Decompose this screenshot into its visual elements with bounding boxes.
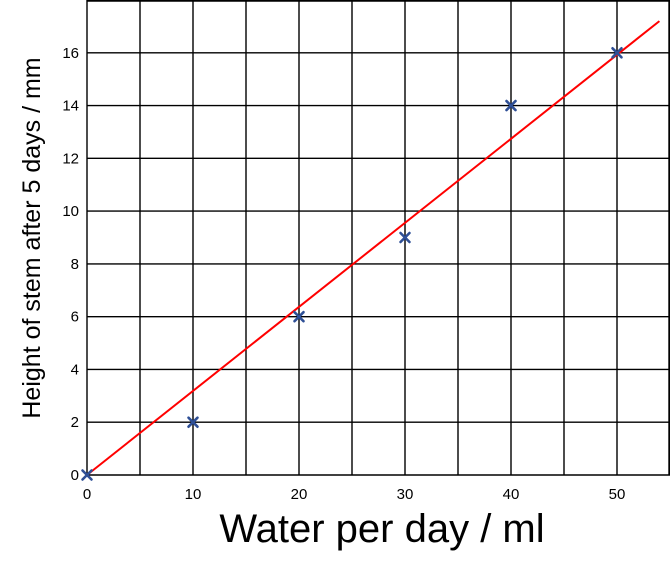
x-tick-label: 10 <box>185 486 202 503</box>
x-tick-labels: 0 10 20 30 40 50 <box>83 486 626 503</box>
y-tick-label: 0 <box>71 467 79 484</box>
grid <box>86 0 670 476</box>
y-tick-label: 14 <box>62 98 79 115</box>
data-point <box>611 46 623 59</box>
y-tick-label: 8 <box>71 256 79 273</box>
x-tick-label: 50 <box>609 486 626 503</box>
y-tick-label: 4 <box>71 361 79 378</box>
y-tick-label: 16 <box>62 45 79 62</box>
y-tick-label: 12 <box>62 150 79 167</box>
data-point <box>399 231 411 244</box>
x-tick-label: 0 <box>83 486 91 503</box>
y-tick-label: 2 <box>71 414 79 431</box>
x-tick-label: 40 <box>503 486 520 503</box>
data-point <box>81 469 93 481</box>
data-point <box>293 310 305 323</box>
series-layer <box>81 20 661 481</box>
data-point <box>505 99 517 112</box>
y-tick-labels: 0 2 4 6 8 10 12 14 16 <box>62 45 79 484</box>
best-fit-line <box>86 20 661 476</box>
y-axis-label: Height of stem after 5 days / mm <box>18 57 46 418</box>
y-tick-label: 10 <box>62 203 79 220</box>
x-tick-label: 30 <box>397 486 414 503</box>
y-tick-label: 6 <box>71 309 79 326</box>
data-point <box>187 416 199 429</box>
x-tick-label: 20 <box>291 486 308 503</box>
x-axis-label: Water per day / ml <box>219 507 544 551</box>
